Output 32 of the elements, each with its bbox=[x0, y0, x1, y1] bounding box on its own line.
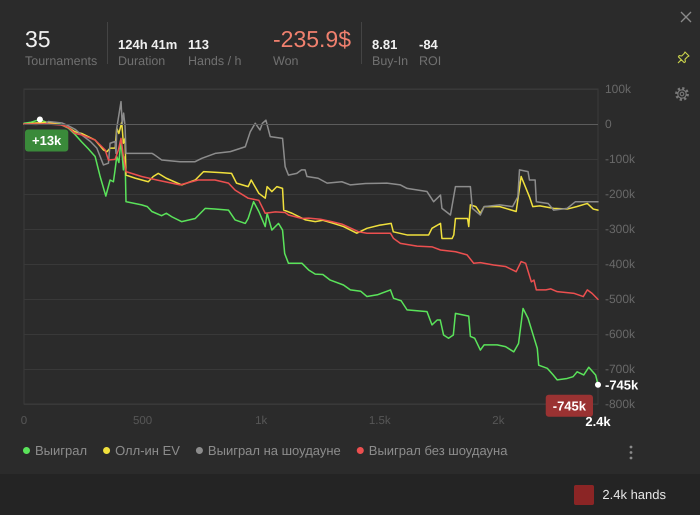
y-tick-label: -745k bbox=[605, 377, 640, 392]
y-tick-label: -400k bbox=[605, 257, 636, 271]
text: Hands / h bbox=[188, 54, 242, 68]
text: 124h 41m bbox=[118, 37, 178, 52]
legend-label: Выиграл на шоудауне bbox=[208, 443, 341, 458]
y-tick-label: -300k bbox=[605, 222, 636, 236]
y-tick-label: -700k bbox=[605, 362, 636, 376]
annotation: +13k bbox=[32, 132, 62, 148]
y-tick-label: 100k bbox=[605, 82, 632, 96]
legend-label: Выиграл bbox=[35, 443, 88, 458]
text: -235.9$ bbox=[273, 26, 352, 53]
y-tick-label: -500k bbox=[605, 292, 636, 306]
y-tick-label: 0 bbox=[605, 117, 612, 131]
line-series bbox=[23, 123, 599, 300]
text: 2.4k hands bbox=[602, 487, 666, 502]
y-tick-label: -200k bbox=[605, 187, 636, 201]
y-tick-label: -600k bbox=[605, 327, 636, 341]
legend-label: Выиграл без шоудауна bbox=[368, 443, 508, 458]
text: Tournaments bbox=[25, 54, 98, 68]
annotation: -745k bbox=[552, 398, 587, 414]
legend-label: Олл-ин EV bbox=[115, 443, 180, 458]
x-tick-label: 2.4k bbox=[585, 414, 612, 429]
text: Duration bbox=[118, 54, 166, 68]
text: ROI bbox=[419, 54, 442, 68]
y-tick-label: -100k bbox=[605, 152, 636, 166]
text: 35 bbox=[25, 26, 51, 53]
y-tick-label: -800k bbox=[605, 397, 636, 411]
text: 8.81 bbox=[372, 37, 398, 52]
text: 113 bbox=[188, 37, 209, 52]
text: Won bbox=[273, 54, 298, 68]
text: Buy-In bbox=[372, 54, 408, 68]
text: -84 bbox=[419, 37, 438, 52]
